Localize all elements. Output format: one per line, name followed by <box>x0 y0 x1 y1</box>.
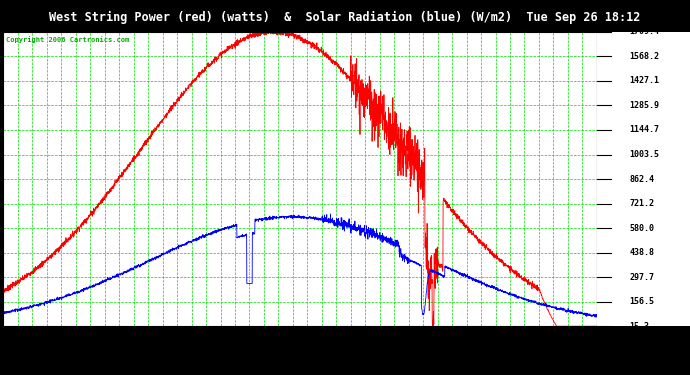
Text: 1568.2: 1568.2 <box>629 52 660 61</box>
Text: 1285.9: 1285.9 <box>629 101 660 110</box>
Text: 156.5: 156.5 <box>629 297 654 306</box>
Text: 1709.4: 1709.4 <box>629 27 660 36</box>
Text: 1003.5: 1003.5 <box>629 150 660 159</box>
Text: 862.4: 862.4 <box>629 174 654 183</box>
Text: 1144.7: 1144.7 <box>629 126 660 135</box>
Text: Copyright 2006 Cartronics.com: Copyright 2006 Cartronics.com <box>6 36 130 43</box>
Text: West String Power (red) (watts)  &  Solar Radiation (blue) (W/m2)  Tue Sep 26 18: West String Power (red) (watts) & Solar … <box>49 11 641 24</box>
Text: 580.0: 580.0 <box>629 224 654 232</box>
Text: 15.3: 15.3 <box>629 322 649 331</box>
Text: 721.2: 721.2 <box>629 199 654 208</box>
Text: 438.8: 438.8 <box>629 248 654 257</box>
Text: 297.7: 297.7 <box>629 273 654 282</box>
Text: 1427.1: 1427.1 <box>629 76 660 86</box>
